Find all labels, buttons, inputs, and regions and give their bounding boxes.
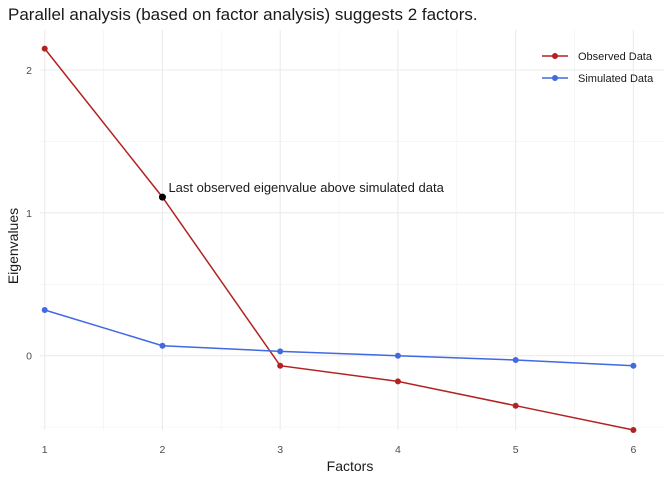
grid	[40, 30, 664, 430]
legend-item-simulated: Simulated Data	[542, 73, 654, 85]
x-tick-label: 3	[277, 444, 283, 456]
x-tick-label: 5	[513, 444, 519, 456]
legend-label-observed: Observed Data	[578, 51, 653, 63]
y-tick-label: 2	[26, 65, 32, 77]
data-point-simulated	[512, 357, 519, 363]
data-point-simulated	[630, 362, 637, 369]
series-line-simulated	[44, 309, 634, 367]
data-point-simulated	[277, 348, 284, 355]
x-tick-label: 4	[395, 444, 401, 456]
data-point-observed	[512, 402, 519, 409]
data-point-observed	[394, 378, 401, 385]
data-point-simulated	[159, 342, 166, 349]
tick-labels: 0 1 2 1 2 3 4 5 6	[26, 65, 636, 456]
data-point-observed	[277, 362, 284, 369]
legend: Observed Data Simulated Data	[542, 51, 654, 85]
highlight-point	[158, 193, 166, 201]
data-point-observed	[41, 45, 48, 52]
y-tick-label: 0	[26, 351, 32, 363]
chart-title: Parallel analysis (based on factor analy…	[8, 5, 478, 24]
x-tick-label: 2	[160, 444, 166, 456]
x-tick-label: 6	[630, 444, 636, 456]
legend-key-simulated-point	[552, 75, 558, 81]
data-point-observed	[630, 427, 637, 433]
data-point-simulated	[394, 352, 401, 359]
data-point-simulated	[41, 307, 48, 313]
legend-label-simulated: Simulated Data	[578, 73, 654, 85]
legend-item-observed: Observed Data	[542, 51, 653, 63]
y-tick-label: 1	[26, 208, 32, 220]
legend-key-observed-point	[552, 53, 558, 59]
series-line-observed	[44, 48, 634, 431]
x-axis-title: Factors	[327, 458, 374, 474]
annotation-text: Last observed eigenvalue above simulated…	[168, 180, 444, 195]
y-axis-title: Eigenvalues	[5, 208, 21, 284]
series-layer	[41, 45, 637, 433]
x-tick-label: 1	[42, 444, 48, 456]
